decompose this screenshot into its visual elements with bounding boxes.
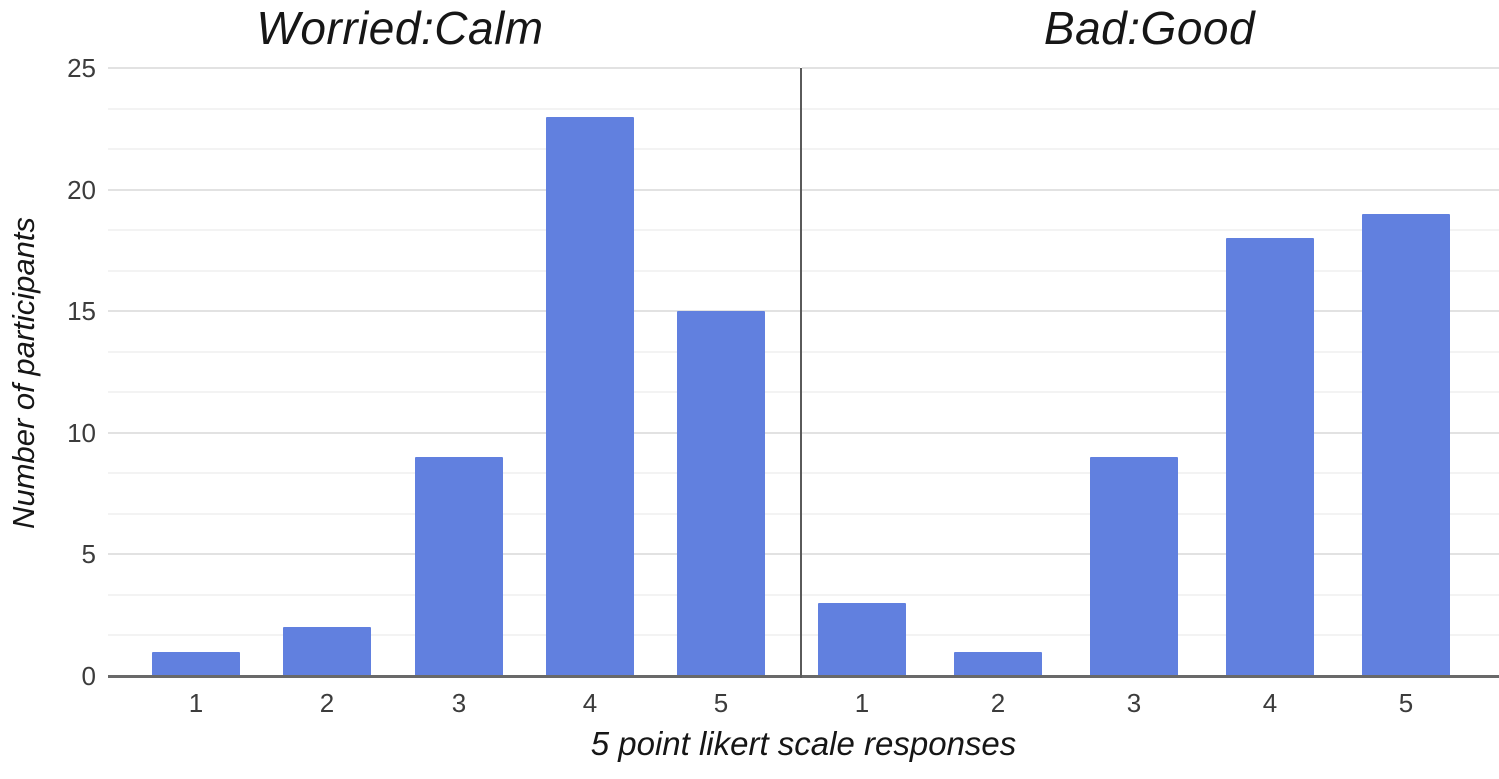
y-tick-label: 0 xyxy=(81,661,96,691)
bar-bad-good-4 xyxy=(1226,238,1314,676)
x-tick-label: 1 xyxy=(854,688,870,718)
bar-bad-good-2 xyxy=(954,652,1042,676)
gridline-major xyxy=(108,431,800,434)
x-tick-label: 4 xyxy=(582,688,598,718)
y-axis-title: Number of participants xyxy=(6,217,41,529)
gridline-major xyxy=(802,67,1499,69)
x-tick-label: 1 xyxy=(188,688,204,718)
gridline-minor xyxy=(108,350,800,353)
bar-worried-calm-3 xyxy=(415,457,503,676)
x-tick-label: 3 xyxy=(451,688,467,718)
bar-worried-calm-1 xyxy=(152,652,240,676)
bar-bad-good-5 xyxy=(1362,214,1450,676)
gridline-minor xyxy=(802,107,1499,110)
x-tick-label: 5 xyxy=(1398,688,1414,718)
gridline-minor xyxy=(108,107,800,110)
gridline-major xyxy=(108,310,800,313)
x-axis-line xyxy=(108,675,1499,678)
gridline-major xyxy=(108,188,800,191)
gridline-major xyxy=(802,188,1499,191)
bar-worried-calm-4 xyxy=(546,117,634,676)
y-tick-label: 25 xyxy=(67,53,96,83)
gridline-minor xyxy=(802,350,1499,353)
y-tick-label: 5 xyxy=(81,539,96,569)
chart-title-bad-good: Bad:Good xyxy=(1043,2,1256,54)
gridline-major xyxy=(802,310,1499,313)
gridline-minor xyxy=(108,391,800,394)
x-tick-label: 5 xyxy=(713,688,729,718)
y-tick-label: 20 xyxy=(67,175,96,205)
bar-worried-calm-2 xyxy=(283,627,371,676)
bar-worried-calm-5 xyxy=(677,311,765,676)
y-tick-label: 15 xyxy=(67,296,96,326)
bar-bad-good-3 xyxy=(1090,457,1178,676)
gridline-minor xyxy=(108,229,800,232)
x-tick-label: 3 xyxy=(1126,688,1142,718)
y-tick-label: 10 xyxy=(67,418,96,448)
gridline-minor xyxy=(802,391,1499,394)
x-tick-label: 4 xyxy=(1262,688,1278,718)
x-tick-label: 2 xyxy=(990,688,1006,718)
x-tick-label: 2 xyxy=(319,688,335,718)
gridline-minor xyxy=(802,229,1499,232)
chart-title-worried-calm: Worried:Calm xyxy=(256,2,544,54)
gridline-minor xyxy=(108,148,800,151)
bar-bad-good-1 xyxy=(818,603,906,676)
gridline-minor xyxy=(802,148,1499,151)
gridline-major xyxy=(108,67,800,69)
x-axis-title: 5 point likert scale responses xyxy=(590,725,1017,762)
gridline-minor xyxy=(802,269,1499,272)
chart-divider-line xyxy=(800,68,802,678)
gridline-minor xyxy=(108,269,800,272)
gridline-major xyxy=(802,431,1499,434)
